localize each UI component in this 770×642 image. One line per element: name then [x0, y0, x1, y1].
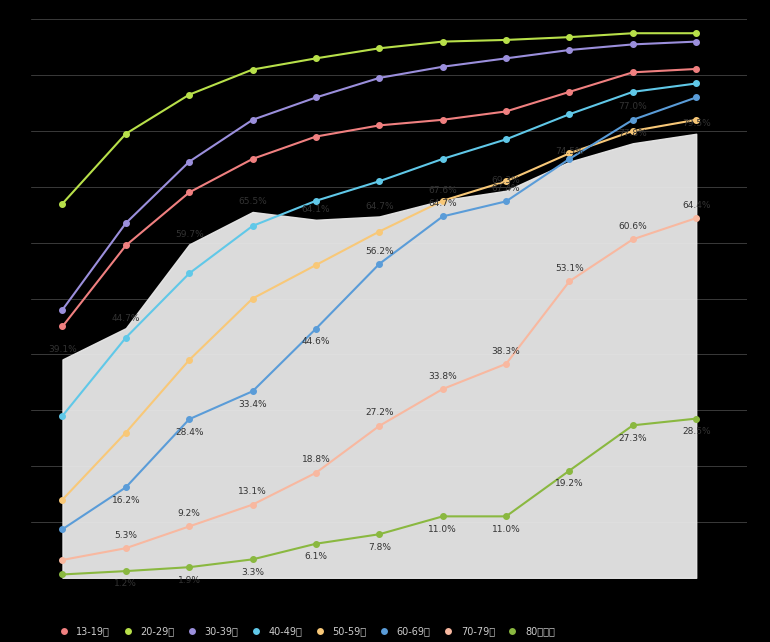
Text: 64.7%: 64.7% — [365, 202, 393, 211]
Text: 19.2%: 19.2% — [555, 479, 584, 488]
Text: 77.0%: 77.0% — [618, 103, 648, 112]
Text: 64.7%: 64.7% — [428, 199, 457, 208]
Text: 1.2%: 1.2% — [115, 580, 137, 589]
Legend: 13-19歳, 20-29歳, 30-39歳, 40-49歳, 50-59歳, 60-69歳, 70-79歳, 80歳以上: 13-19歳, 20-29歳, 30-39歳, 40-49歳, 50-59歳, … — [50, 622, 559, 640]
Text: 11.0%: 11.0% — [492, 525, 521, 534]
Text: 67.4%: 67.4% — [492, 184, 521, 193]
Text: 9.2%: 9.2% — [178, 509, 201, 518]
Text: 64.1%: 64.1% — [302, 205, 330, 214]
Text: 44.6%: 44.6% — [302, 337, 330, 346]
Text: 77.8%: 77.8% — [618, 128, 648, 137]
Text: 74.5%: 74.5% — [555, 147, 584, 156]
Text: 16.2%: 16.2% — [112, 496, 140, 505]
Text: 27.3%: 27.3% — [618, 434, 647, 443]
Text: 64.4%: 64.4% — [682, 201, 711, 210]
Text: 38.3%: 38.3% — [492, 347, 521, 356]
Text: 33.8%: 33.8% — [428, 372, 457, 381]
Text: 13.1%: 13.1% — [238, 487, 267, 496]
Text: 6.1%: 6.1% — [304, 552, 327, 561]
Text: 5.3%: 5.3% — [115, 531, 137, 540]
Text: 53.1%: 53.1% — [555, 264, 584, 273]
Text: 39.1%: 39.1% — [48, 345, 77, 354]
Text: 65.5%: 65.5% — [238, 197, 267, 206]
Text: 56.2%: 56.2% — [365, 247, 393, 256]
Text: 60.6%: 60.6% — [618, 222, 648, 231]
Text: 69.3%: 69.3% — [492, 176, 521, 185]
Text: 44.7%: 44.7% — [112, 313, 140, 322]
Text: 28.5%: 28.5% — [682, 427, 711, 436]
Text: 18.8%: 18.8% — [302, 455, 330, 464]
Text: 27.2%: 27.2% — [365, 408, 393, 417]
Text: 7.8%: 7.8% — [368, 542, 391, 551]
Text: 79.5%: 79.5% — [681, 119, 711, 128]
Text: 11.0%: 11.0% — [428, 525, 457, 534]
Text: 28.4%: 28.4% — [175, 428, 203, 437]
Text: 33.4%: 33.4% — [238, 399, 267, 408]
Text: 1.9%: 1.9% — [178, 576, 201, 585]
Text: 67.6%: 67.6% — [428, 186, 457, 195]
Text: 59.7%: 59.7% — [175, 230, 203, 239]
Text: 3.3%: 3.3% — [241, 568, 264, 577]
